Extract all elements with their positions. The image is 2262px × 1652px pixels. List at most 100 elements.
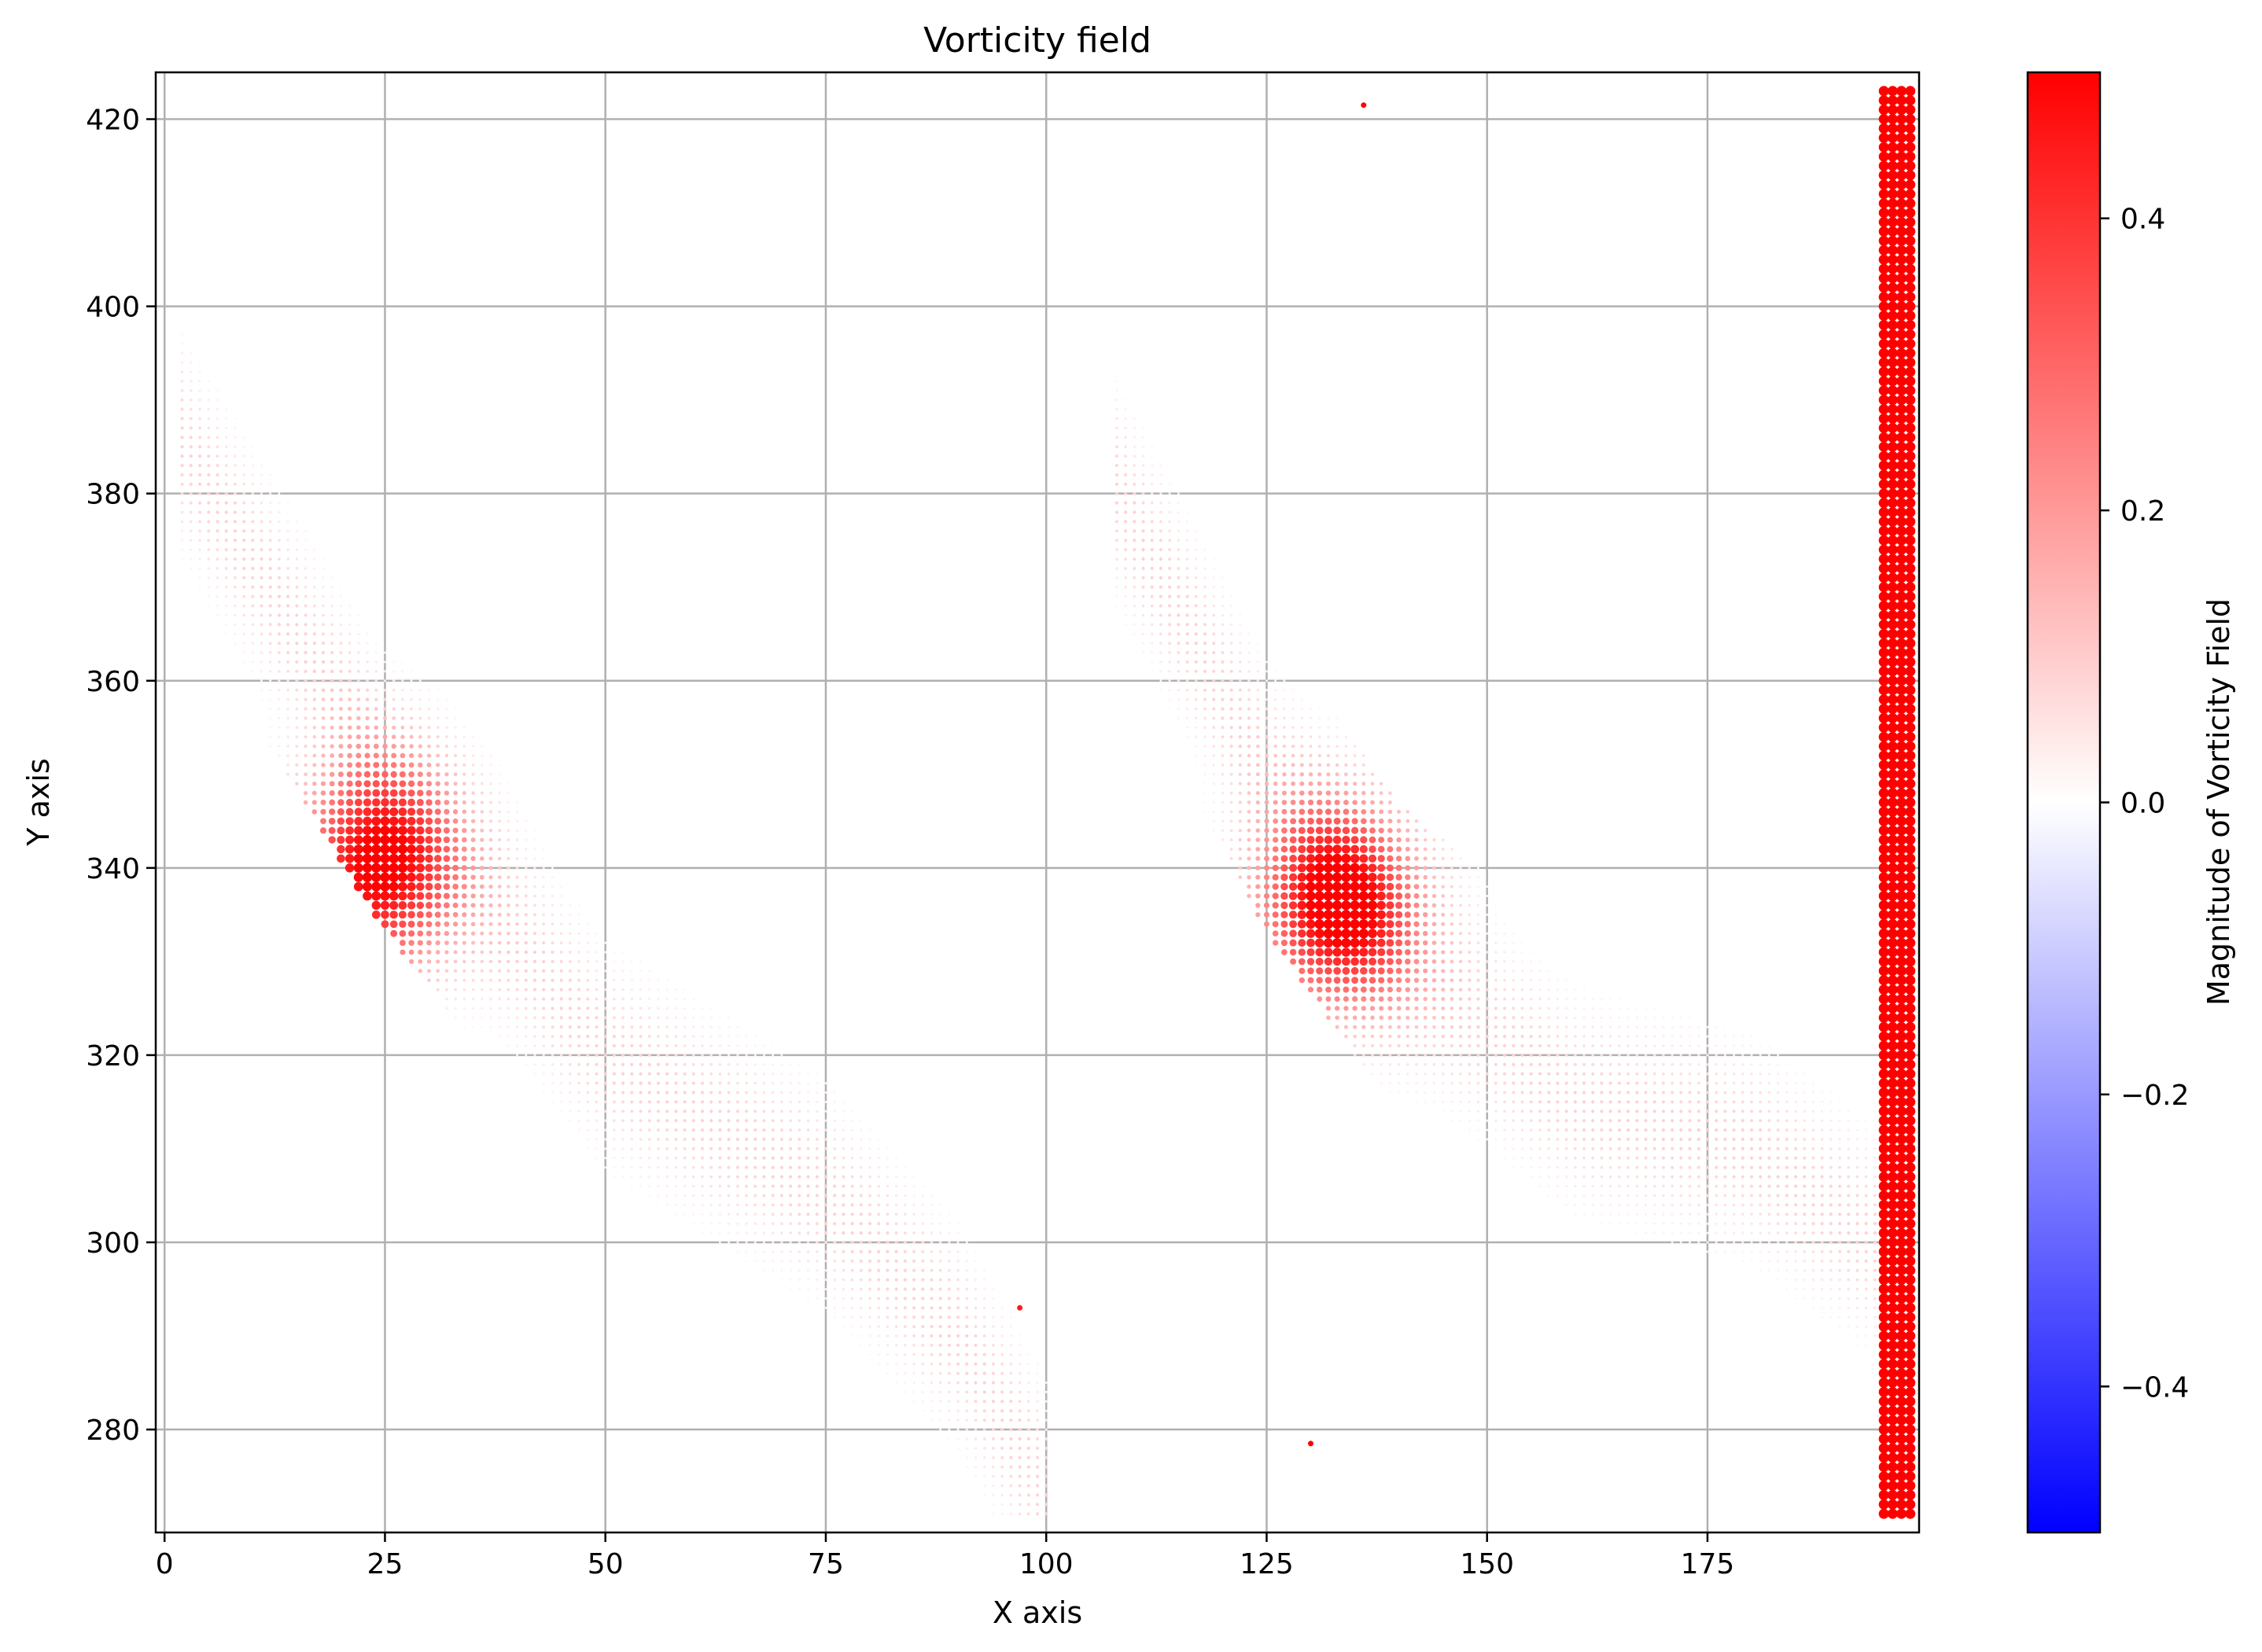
vorticity-point [1115,427,1118,430]
vorticity-point [389,826,399,835]
vorticity-point [860,1212,863,1216]
vorticity-point [1326,782,1331,786]
vorticity-point [613,1157,615,1159]
vorticity-point [710,1213,713,1216]
vorticity-point [895,1334,898,1337]
vorticity-point [1353,791,1358,796]
vorticity-point [407,835,416,844]
vorticity-point [216,502,219,505]
vorticity-point [242,605,245,608]
vorticity-point [1379,809,1383,814]
vorticity-point [1679,1138,1682,1141]
vorticity-point [1027,1409,1030,1412]
vorticity-point [1521,1025,1524,1028]
vorticity-point [348,679,351,683]
vorticity-point [525,1063,527,1065]
vorticity-point [1706,1157,1709,1160]
vorticity-point [657,1176,659,1178]
vorticity-point [471,922,476,927]
vorticity-point [1847,1176,1850,1179]
vorticity-point [1255,837,1260,842]
vorticity-point [382,744,388,749]
vorticity-point [1856,1185,1859,1188]
vorticity-point [269,529,272,532]
vorticity-point [1415,1073,1417,1075]
vorticity-point [525,922,528,925]
vorticity-point [1299,977,1305,983]
vorticity-point [489,988,492,992]
vorticity-point [1750,1128,1753,1131]
vorticity-point [1239,848,1242,851]
vorticity-point [1273,846,1279,852]
vorticity-point [428,708,430,710]
vorticity-point [1795,1091,1797,1094]
vorticity-point [1477,1063,1480,1066]
vorticity-point [1486,951,1489,954]
vorticity-point [1273,855,1279,862]
vorticity-point [939,1297,942,1300]
vorticity-point [630,1073,633,1076]
vorticity-point [1724,1091,1727,1095]
vorticity-point [371,873,381,882]
vorticity-point [1310,727,1312,729]
vorticity-point [551,941,554,944]
vorticity-point [225,605,227,607]
vorticity-point [1741,1232,1744,1234]
vorticity-point [1829,1212,1833,1216]
vorticity-point [1027,1372,1030,1374]
vorticity-point [1247,679,1251,683]
vorticity-point [278,698,280,701]
vorticity-point [921,1260,924,1263]
vorticity-point [322,735,326,739]
vorticity-point [1785,1269,1788,1271]
vorticity-point [1486,1054,1489,1057]
vorticity-point [453,922,458,926]
vorticity-point [260,642,263,644]
vorticity-point [1724,1223,1726,1225]
vorticity-point [525,895,528,898]
vorticity-point [1405,958,1411,965]
vorticity-point [1247,782,1251,786]
vorticity-point [345,844,354,853]
vorticity-point [1125,408,1127,410]
vorticity-point [939,1223,941,1225]
vorticity-point [1556,1119,1559,1122]
vorticity-point [1317,977,1323,984]
vorticity-point [930,1223,933,1225]
vorticity-point [780,1101,783,1104]
vorticity-point [833,1194,836,1197]
vorticity-point [1212,660,1215,664]
vorticity-point [1689,1044,1691,1047]
vorticity-point [1671,1128,1674,1131]
vorticity-point [930,1287,933,1290]
vorticity-point [551,866,554,869]
vorticity-point [1847,1166,1850,1169]
vorticity-point [1777,1063,1779,1065]
vorticity-point [1618,1176,1621,1179]
vorticity-point [1873,1157,1876,1159]
vorticity-point [1468,1120,1471,1122]
vorticity-point [216,595,219,598]
vorticity-point [225,454,228,458]
vorticity-point [569,1101,571,1103]
vorticity-point [993,1513,995,1515]
vorticity-point [753,1194,757,1198]
vorticity-point [1169,502,1171,504]
vorticity-point [983,1334,986,1337]
vorticity-point [807,1128,810,1131]
vorticity-point [1009,1400,1012,1403]
vorticity-point [983,1279,985,1281]
vorticity-point [1635,1082,1638,1085]
vorticity-point [408,930,414,936]
vorticity-point [1396,996,1401,1001]
vorticity-point [260,670,263,672]
vorticity-point [983,1447,986,1450]
vorticity-point [1724,1044,1726,1047]
vorticity-point [1795,1082,1797,1084]
vorticity-point [1230,745,1233,748]
vorticity-point [507,848,510,851]
vorticity-point [551,1025,554,1028]
vorticity-point [1315,844,1324,853]
vorticity-point [974,1372,977,1375]
vorticity-point [683,1007,686,1010]
